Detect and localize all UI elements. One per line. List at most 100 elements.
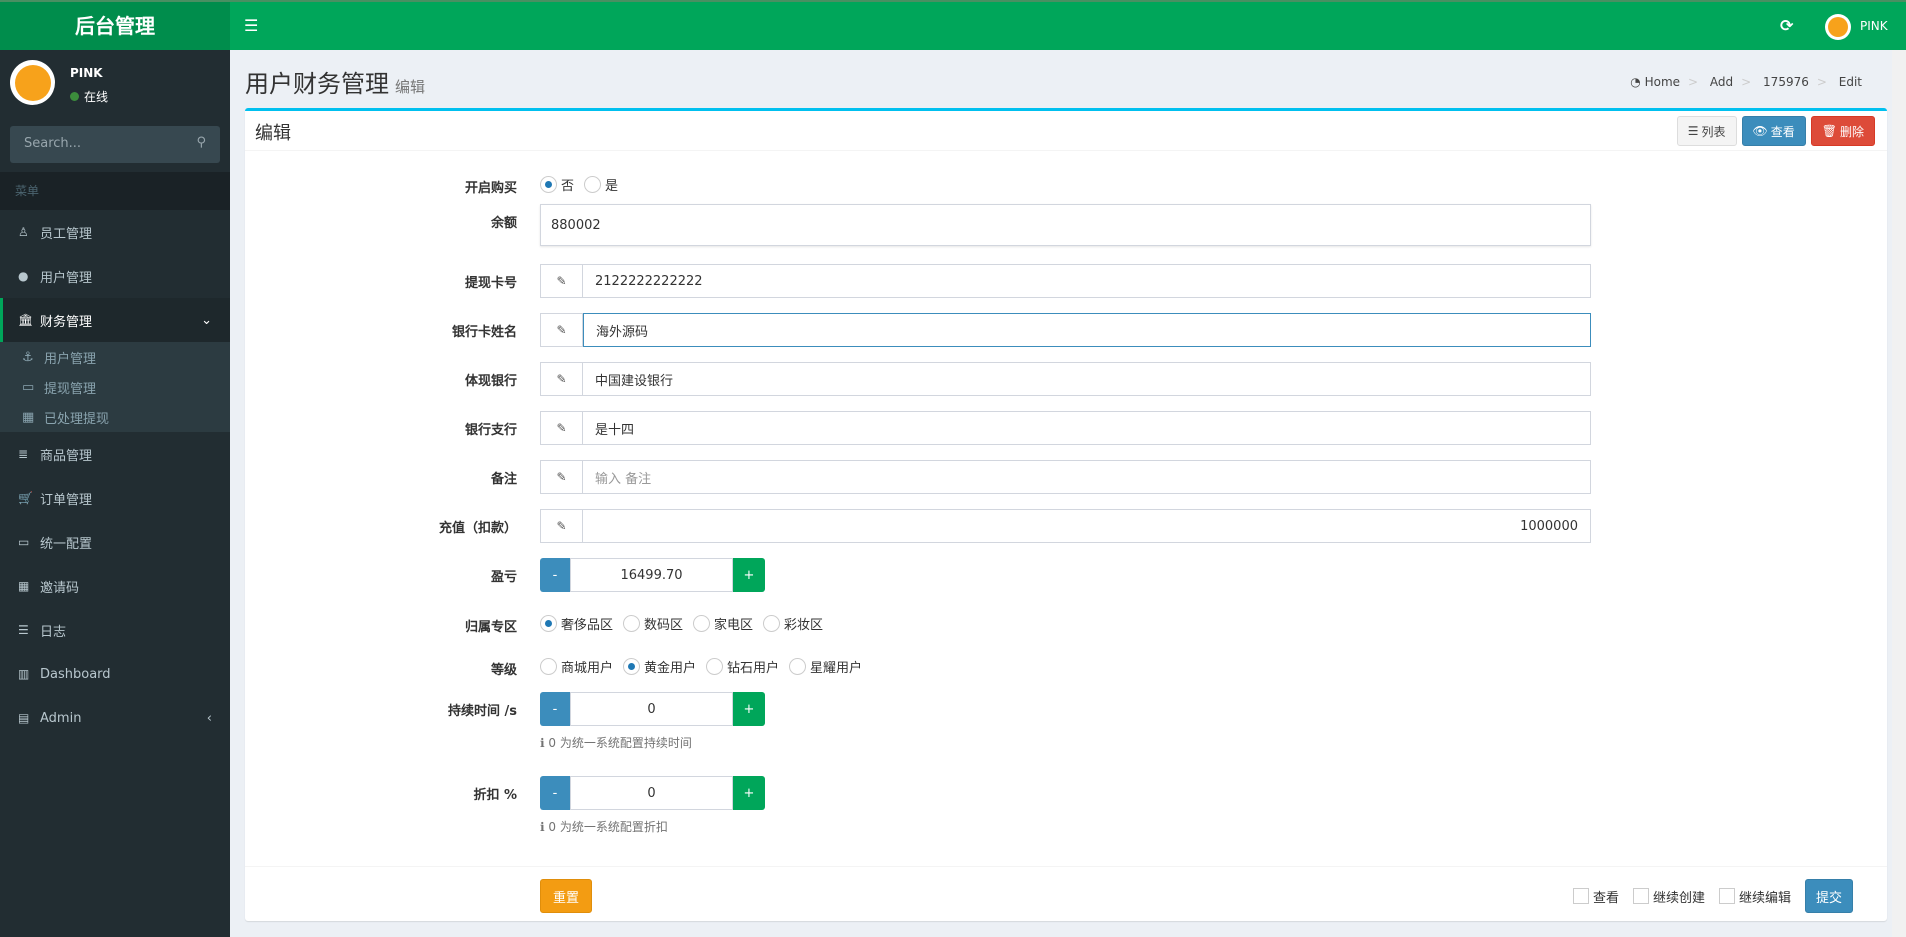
sidebar-item-dashboard[interactable]: ▥ Dashboard: [18, 666, 111, 682]
radio-label: 黄金用户: [644, 661, 697, 676]
discount-input[interactable]: 0: [570, 776, 733, 810]
sidebar-item-admin[interactable]: ▤ Admin ‹: [18, 710, 212, 726]
avatar[interactable]: [1825, 14, 1851, 40]
view-button[interactable]: 👁 查看: [1741, 116, 1806, 146]
list-button[interactable]: ☰ 列表: [1676, 116, 1737, 146]
radio-zone-makeup[interactable]: [763, 615, 781, 632]
online-status: 在线: [70, 88, 108, 105]
duration-decrement-button[interactable]: -: [540, 692, 570, 726]
profit-input[interactable]: 16499.70: [570, 558, 733, 592]
label-profit: 盈亏: [490, 570, 517, 585]
radio-label: 数码区: [644, 618, 684, 633]
sidebar-item-invite[interactable]: ▦ 邀请码: [18, 579, 80, 596]
breadcrumb-add[interactable]: Add: [1709, 75, 1734, 89]
sidebar-subitem-processed[interactable]: ▦ 已处理提现: [22, 409, 110, 427]
top-navbar: 后台管理 ☰ ⟳ PINK: [0, 0, 1906, 50]
menu-toggle-icon[interactable]: ☰: [244, 16, 259, 35]
remark-input[interactable]: 输入 备注: [583, 460, 1591, 494]
trash-icon: 🗑: [1821, 124, 1837, 138]
radio-level-mall[interactable]: [540, 658, 557, 675]
refresh-icon[interactable]: ⟳: [1780, 16, 1794, 35]
sidebar-item-users[interactable]: ● 用户管理: [18, 269, 93, 286]
user-tie-icon: ♙: [18, 225, 29, 239]
breadcrumb: ◔ Home > Add > 175976 > Edit: [1630, 75, 1862, 89]
user-name[interactable]: PINK: [1860, 19, 1888, 33]
radio-zone-luxury[interactable]: [540, 615, 557, 632]
pencil-icon: ✎: [540, 313, 583, 347]
delete-button[interactable]: 🗑 删除: [1810, 116, 1875, 146]
search-input[interactable]: Search... ⚲: [10, 126, 220, 163]
sidebar-subitem-withdraw[interactable]: ▭ 提现管理: [22, 379, 97, 397]
radio-zone-appliance[interactable]: [693, 615, 711, 632]
scrollbar[interactable]: [1892, 50, 1906, 937]
breadcrumb-id[interactable]: 175976: [1763, 75, 1809, 89]
radio-buy-yes[interactable]: [584, 176, 602, 193]
label-card-name: 银行卡姓名: [451, 325, 517, 340]
sidebar-item-orders[interactable]: 🛒 订单管理: [18, 491, 93, 508]
breadcrumb-home[interactable]: Home: [1644, 75, 1681, 89]
radio-buy-no[interactable]: [540, 176, 557, 193]
label-balance: 余额: [490, 216, 517, 231]
checkbox-label: 继续创建: [1652, 890, 1705, 906]
dashboard-icon: ◔: [1630, 75, 1641, 89]
checkbox-continue-edit[interactable]: [1718, 888, 1735, 904]
label-recharge: 充值（扣款）: [438, 521, 517, 536]
bank-icon: 🏛: [18, 313, 34, 327]
duration-increment-button[interactable]: +: [733, 692, 765, 726]
breadcrumb-edit: Edit: [1838, 75, 1862, 89]
pencil-icon: ✎: [540, 460, 583, 494]
radio-label: 家电区: [714, 618, 754, 633]
discount-increment-button[interactable]: +: [733, 776, 765, 810]
recharge-input[interactable]: 1000000: [583, 509, 1591, 543]
radio-label: 否: [561, 179, 575, 194]
card-number-input[interactable]: 2122222222222: [583, 264, 1591, 298]
search-icon[interactable]: ⚲: [196, 135, 206, 150]
pencil-icon: ✎: [540, 264, 583, 298]
bank-input[interactable]: 中国建设银行: [583, 362, 1591, 396]
credit-card-icon: ▭: [22, 379, 35, 395]
menu-header: 菜单: [0, 172, 230, 210]
balance-input[interactable]: 880002: [540, 204, 1591, 246]
label-duration: 持续时间 /s: [447, 704, 517, 719]
label-remark: 备注: [490, 472, 517, 487]
duration-input[interactable]: 0: [570, 692, 733, 726]
radio-level-diamond[interactable]: [706, 658, 724, 675]
submit-button[interactable]: 提交: [1804, 879, 1853, 913]
pencil-icon: ✎: [540, 362, 583, 396]
radio-level-star[interactable]: [789, 658, 807, 675]
eye-icon: 👁: [1752, 124, 1768, 138]
radio-level-gold[interactable]: [623, 658, 641, 675]
info-icon: ℹ: [540, 820, 545, 834]
discount-decrement-button[interactable]: -: [540, 776, 570, 810]
card-name-input[interactable]: 海外源码: [583, 313, 1591, 347]
sidebar-item-config[interactable]: ▭ 统一配置: [18, 535, 93, 552]
profile-name: PINK: [70, 66, 103, 80]
label-bank: 体现银行: [464, 374, 517, 389]
reset-button[interactable]: 重置: [540, 879, 593, 913]
radio-label: 彩妆区: [784, 618, 824, 633]
building-icon: ▦: [22, 409, 35, 425]
list-icon: ☰: [18, 623, 29, 637]
label-branch: 银行支行: [464, 423, 517, 438]
bar-chart-icon: ▥: [18, 667, 30, 681]
page-title: 用户财务管理 编辑: [245, 70, 426, 98]
sidebar-item-staff[interactable]: ♙ 员工管理: [18, 225, 93, 242]
sidebar-item-finance[interactable]: 🏛 财务管理 ⌄: [0, 298, 230, 342]
radio-label: 星耀用户: [810, 661, 863, 676]
sidebar-item-log[interactable]: ☰ 日志: [18, 623, 67, 640]
checkbox-view[interactable]: [1572, 888, 1589, 904]
info-icon: ℹ: [540, 736, 545, 750]
avatar: [10, 60, 55, 105]
label-level: 等级: [490, 663, 517, 678]
sidebar-item-goods[interactable]: ≣ 商品管理: [18, 447, 93, 464]
profit-increment-button[interactable]: +: [733, 558, 765, 592]
list-icon: ☰: [1687, 124, 1699, 138]
branch-input[interactable]: 是十四: [583, 411, 1591, 445]
radio-zone-digital[interactable]: [623, 615, 641, 632]
sidebar-subitem-user-finance[interactable]: ⚓ 用户管理: [22, 349, 97, 367]
radio-label: 奢侈品区: [561, 618, 614, 633]
profit-decrement-button[interactable]: -: [540, 558, 570, 592]
logo[interactable]: 后台管理: [0, 2, 230, 50]
checkbox-continue-create[interactable]: [1632, 888, 1649, 904]
checkbox-label: 查看: [1592, 890, 1619, 906]
